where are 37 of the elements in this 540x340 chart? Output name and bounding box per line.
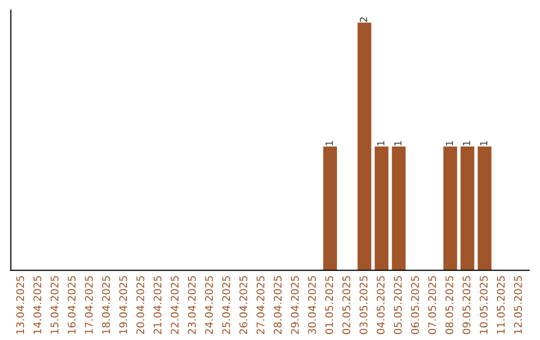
x-tick-label: 15.04.2025: [50, 276, 58, 334]
x-tick-label: 20.04.2025: [136, 276, 144, 334]
x-tick-label: 12.05.2025: [514, 276, 522, 334]
x-tick-label: 08.05.2025: [445, 276, 454, 334]
x-tick-label: 29.04.2025: [290, 276, 299, 334]
x-tick-label: 26.04.2025: [239, 276, 248, 334]
x-tick-label: 16.04.2025: [68, 276, 76, 334]
x-tick-label: 24.04.2025: [205, 276, 213, 334]
x-tick-label: 30.04.2025: [308, 276, 316, 334]
data-label: 1: [480, 141, 488, 146]
x-tick-label: 25.04.2025: [222, 276, 230, 334]
x-tick-label: 04.05.2025: [376, 276, 385, 334]
x-tick-label: 07.05.2025: [428, 276, 436, 334]
x-tick-label: 06.05.2025: [411, 276, 419, 334]
data-label: 1: [463, 141, 470, 146]
x-tick-label: 19.04.2025: [119, 276, 128, 334]
x-tick-label: 09.05.2025: [462, 276, 470, 334]
data-label: 1: [377, 141, 384, 146]
x-tick-label: 22.04.2025: [170, 276, 179, 334]
x-tick-label: 27.04.2025: [256, 276, 264, 334]
data-label: 1: [326, 141, 333, 146]
data-label: 1: [446, 141, 453, 146]
x-tick-label: 17.04.2025: [84, 276, 93, 334]
x-tick-label: 01.05.2025: [325, 276, 334, 334]
x-tick-label: 05.05.2025: [394, 276, 402, 334]
x-tick-label: 18.04.2025: [102, 276, 110, 334]
data-label: 2: [360, 17, 368, 22]
x-tick-label: 23.04.2025: [188, 276, 196, 334]
data-label: 1: [394, 141, 402, 146]
x-tick-label: 21.04.2025: [154, 276, 162, 334]
x-tick-label: 11.05.2025: [496, 276, 505, 334]
x-tick-label: 28.04.2025: [274, 276, 282, 334]
x-tick-label: 14.04.2025: [33, 276, 42, 334]
x-tick-label: 13.04.2025: [16, 276, 24, 334]
x-tick-label: 03.05.2025: [360, 276, 368, 334]
x-tick-label: 10.05.2025: [480, 276, 488, 334]
x-tick-label: 02.05.2025: [342, 276, 350, 334]
